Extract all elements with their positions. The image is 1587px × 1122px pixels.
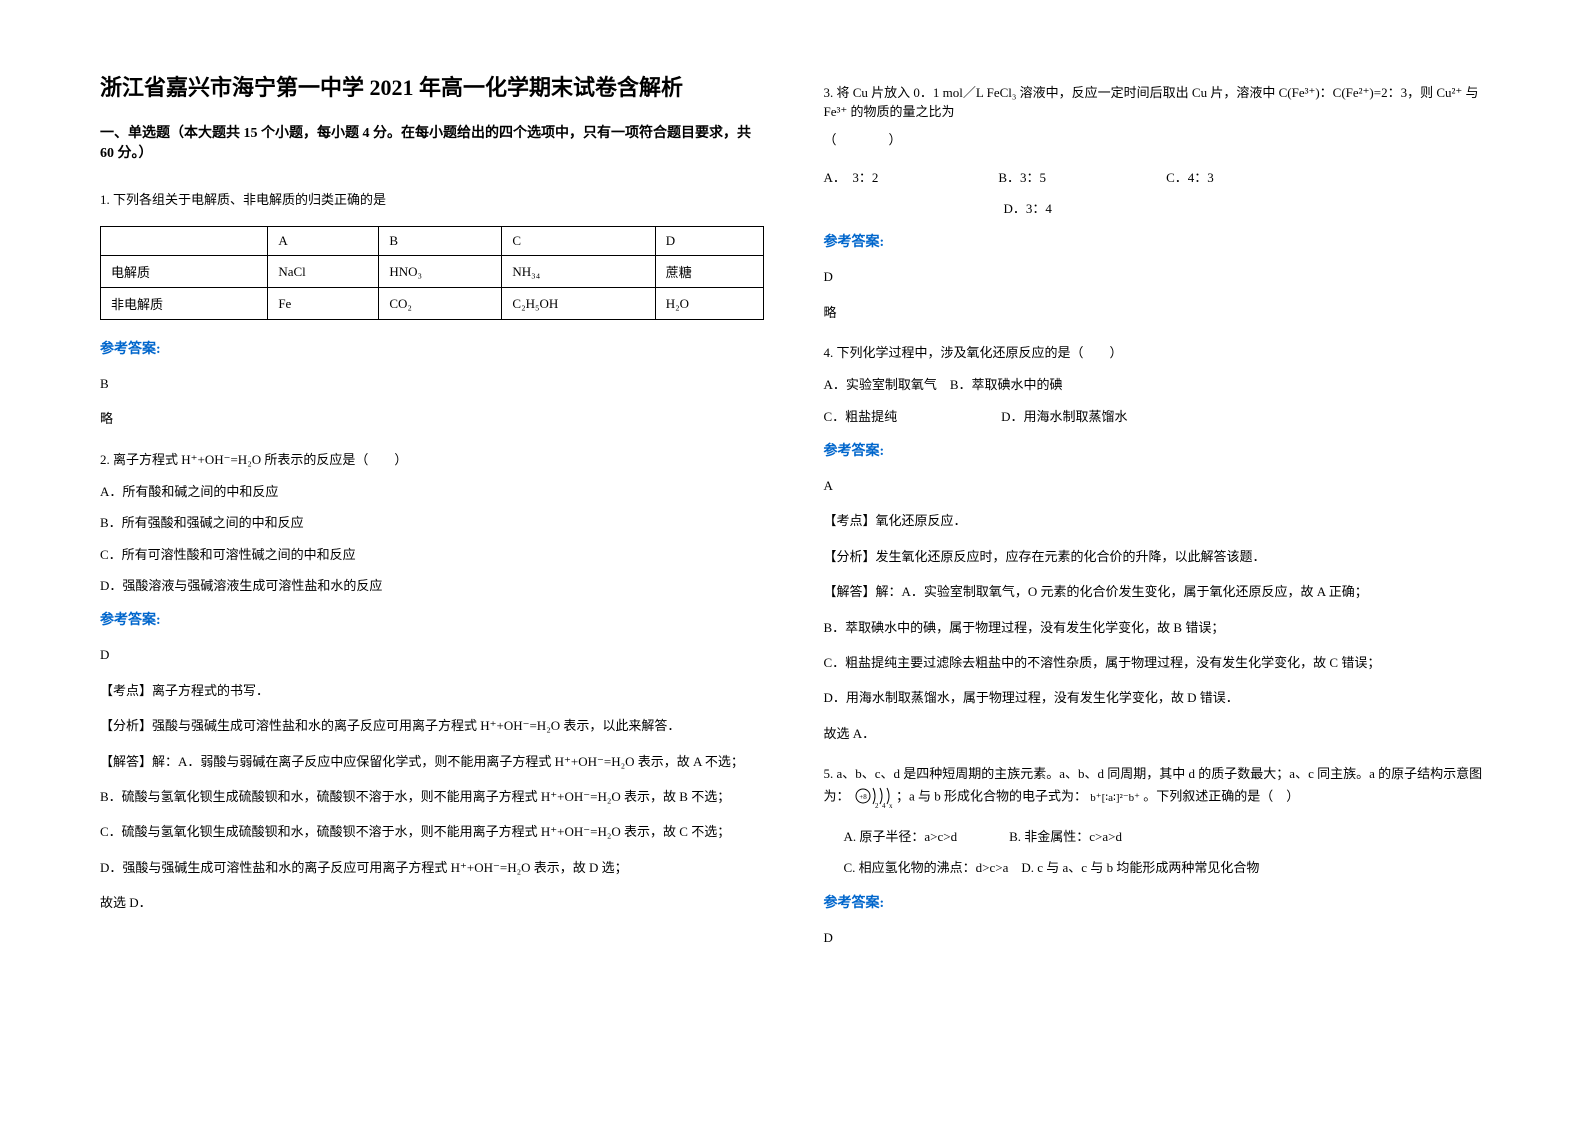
svg-text:4: 4: [882, 802, 886, 810]
q3-option-a: A． 3：2: [824, 167, 879, 186]
table-cell: CO₂: [379, 288, 502, 320]
table-cell: NH₃₄: [502, 256, 655, 288]
table-cell: H₂O: [655, 288, 763, 320]
q3-text2: （ ）: [824, 128, 1488, 151]
q3-answer: D: [824, 265, 1488, 288]
table-cell: C: [502, 227, 655, 256]
svg-text:+8: +8: [859, 793, 867, 801]
q3-explain: 略: [824, 301, 1488, 324]
q2-explain-0: 【考点】离子方程式的书写．: [100, 679, 764, 702]
table-cell: 蔗糖: [655, 256, 763, 288]
q1-explain: 略: [100, 407, 764, 430]
answer-label: 参考答案:: [824, 231, 1488, 251]
table-cell: A: [268, 227, 379, 256]
table-cell: D: [655, 227, 763, 256]
left-column: 浙江省嘉兴市海宁第一中学 2021 年高一化学期末试卷含解析 一、单选题（本大题…: [100, 70, 764, 1052]
q2-explain-2: 【解答】解：A．弱酸与弱碱在离子反应中应保留化学式，则不能用离子方程式 H⁺+O…: [100, 750, 764, 773]
answer-label: 参考答案:: [824, 440, 1488, 460]
q1-answer: B: [100, 372, 764, 395]
q2-option-b: B．所有强酸和强碱之间的中和反应: [100, 511, 764, 534]
q5-text: 5. a、b、c、d 是四种短周期的主族元素。a、b、d 同周期，其中 d 的质…: [824, 763, 1488, 813]
q1-table: A B C D 电解质 NaCl HNO₃ NH₃₄ 蔗糖 非电解质 Fe CO…: [100, 226, 764, 320]
atom-structure-icon: +8 2 4 x: [853, 782, 893, 813]
table-cell: HNO₃: [379, 256, 502, 288]
table-cell: [101, 227, 268, 256]
q2-explain-3: B．硫酸与氢氧化钡生成硫酸钡和水，硫酸钡不溶于水，则不能用离子方程式 H⁺+OH…: [100, 785, 764, 808]
q5-answer: D: [824, 926, 1488, 949]
table-cell: 电解质: [101, 256, 268, 288]
electron-formula-icon: b⁺[∶a∶]²⁻b⁺: [1090, 791, 1140, 804]
table-cell: C₂H₅OH: [502, 288, 655, 320]
right-column: 3. 将 Cu 片放入 0．1 mol／L FeCl₃ 溶液中，反应一定时间后取…: [824, 70, 1488, 1052]
q2-explain-4: C．硫酸与氢氧化钡生成硫酸钡和水，硫酸钡不溶于水，则不能用离子方程式 H⁺+OH…: [100, 820, 764, 843]
q2-text: 2. 离子方程式 H⁺+OH⁻=H₂O 所表示的反应是（ ）: [100, 449, 764, 468]
q4-explain-4: C．粗盐提纯主要过滤除去粗盐中的不溶性杂质，属于物理过程，没有发生化学变化，故 …: [824, 651, 1488, 674]
q2-option-a: A．所有酸和碱之间的中和反应: [100, 480, 764, 503]
q4-explain-2: 【解答】解：A．实验室制取氧气，O 元素的化合价发生变化，属于氧化还原反应，故 …: [824, 580, 1488, 603]
q3-options-row1: A． 3：2 B．3：5 C．4：3: [824, 167, 1488, 186]
table-row: 非电解质 Fe CO₂ C₂H₅OH H₂O: [101, 288, 764, 320]
q4-explain-6: 故选 A．: [824, 722, 1488, 745]
q4-answer: A: [824, 474, 1488, 497]
q2-explain-6: 故选 D．: [100, 891, 764, 914]
q5-text-part2: ；a 与 b 形成化合物的电子式为：: [896, 789, 1087, 804]
table-cell: B: [379, 227, 502, 256]
table-cell: NaCl: [268, 256, 379, 288]
q4-explain-0: 【考点】氧化还原反应．: [824, 509, 1488, 532]
q2-explain-1: 【分析】强酸与强碱生成可溶性盐和水的离子反应可用离子方程式 H⁺+OH⁻=H₂O…: [100, 714, 764, 737]
section-header: 一、单选题（本大题共 15 个小题，每小题 4 分。在每小题给出的四个选项中，只…: [100, 122, 764, 162]
svg-text:x: x: [889, 802, 893, 810]
q5-text-part3: 。下列叙述正确的是（ ）: [1143, 789, 1299, 804]
answer-label: 参考答案:: [100, 338, 764, 358]
q3-options-row2: D．3：4: [824, 198, 1488, 217]
answer-label: 参考答案:: [824, 892, 1488, 912]
q3-text: 3. 将 Cu 片放入 0．1 mol／L FeCl₃ 溶液中，反应一定时间后取…: [824, 82, 1488, 120]
q3-option-b: B．3：5: [998, 167, 1046, 186]
table-row: 电解质 NaCl HNO₃ NH₃₄ 蔗糖: [101, 256, 764, 288]
q3-option-c: C．4：3: [1166, 167, 1214, 186]
q4-options-1: C．粗盐提纯 D．用海水制取蒸馏水: [824, 405, 1488, 428]
q4-explain-5: D．用海水制取蒸馏水，属于物理过程，没有发生化学变化，故 D 错误．: [824, 686, 1488, 709]
q4-explain-1: 【分析】发生氧化还原反应时，应存在元素的化合价的升降，以此解答该题．: [824, 545, 1488, 568]
q3-option-d: D．3：4: [1004, 198, 1052, 217]
svg-text:2: 2: [875, 802, 879, 810]
answer-label: 参考答案:: [100, 609, 764, 629]
q5-options-0: A. 原子半径：a>c>d B. 非金属性：c>a>d: [824, 825, 1488, 848]
q4-explain-3: B．萃取碘水中的碘，属于物理过程，没有发生化学变化，故 B 错误；: [824, 616, 1488, 639]
page-title: 浙江省嘉兴市海宁第一中学 2021 年高一化学期末试卷含解析: [100, 70, 764, 102]
q1-text: 1. 下列各组关于电解质、非电解质的归类正确的是: [100, 189, 764, 208]
table-row: A B C D: [101, 227, 764, 256]
q4-text: 4. 下列化学过程中，涉及氧化还原反应的是（ ）: [824, 342, 1488, 361]
q2-option-c: C．所有可溶性酸和可溶性碱之间的中和反应: [100, 543, 764, 566]
table-cell: 非电解质: [101, 288, 268, 320]
q5-options-1: C. 相应氢化物的沸点：d>c>a D. c 与 a、c 与 b 均能形成两种常…: [824, 856, 1488, 879]
q4-options-0: A．实验室制取氧气 B．萃取碘水中的碘: [824, 373, 1488, 396]
table-cell: Fe: [268, 288, 379, 320]
q2-explain-5: D．强酸与强碱生成可溶性盐和水的离子反应可用离子方程式 H⁺+OH⁻=H₂O 表…: [100, 856, 764, 879]
q2-answer: D: [100, 643, 764, 666]
q2-option-d: D．强酸溶液与强碱溶液生成可溶性盐和水的反应: [100, 574, 764, 597]
